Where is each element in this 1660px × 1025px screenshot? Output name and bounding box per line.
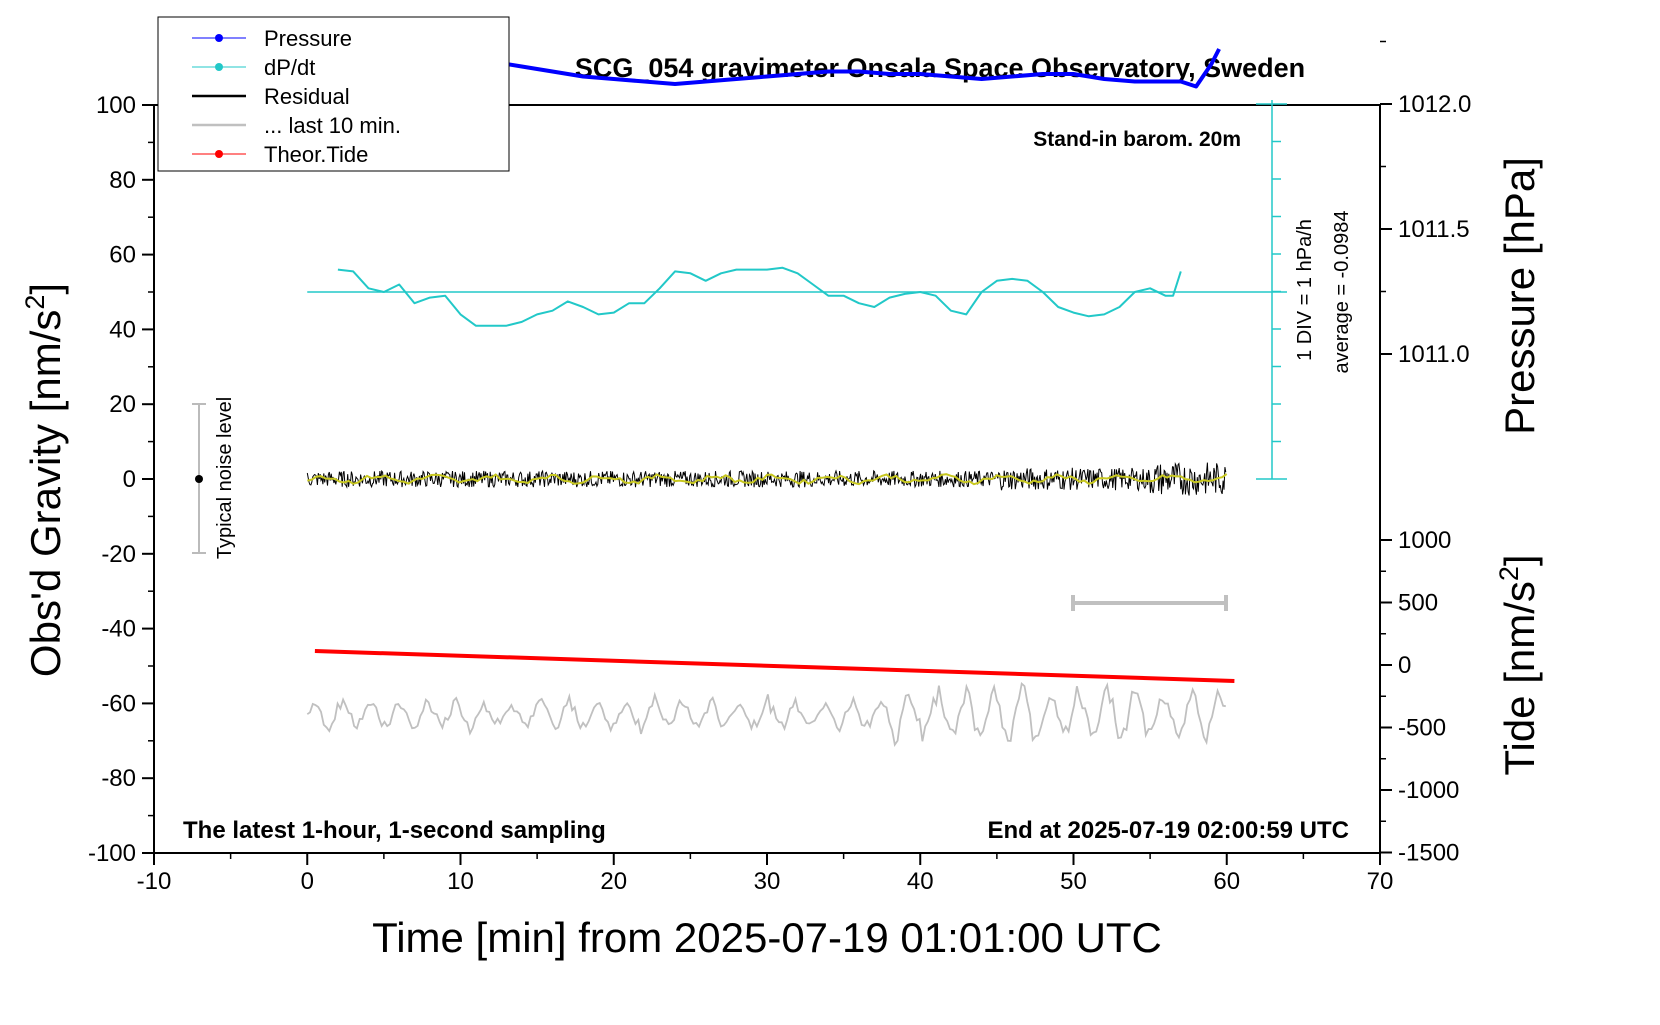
stand-in-label: Stand-in barom. 20m (1033, 128, 1241, 151)
legend-label: Residual (264, 84, 350, 109)
legend-label: Pressure (264, 26, 352, 51)
legend-marker (215, 150, 223, 158)
x-tick-label: 20 (600, 868, 627, 895)
x-tick-label: 40 (907, 868, 934, 895)
y-tick-label-gravity: 20 (109, 391, 136, 418)
y-tick-label-tide: 500 (1398, 590, 1438, 617)
y-tick-label-gravity: -80 (101, 765, 136, 792)
y-tick-label-tide: 0 (1398, 652, 1411, 679)
y-tick-label-pressure: 1012.0 (1398, 91, 1471, 118)
y-axis-title-tide: Tide [nm/s2] (1494, 554, 1543, 775)
legend: Pressure dP/dt Residual ... last 10 min. The… (192, 26, 401, 167)
legend-marker (215, 34, 223, 42)
y-tick-label-gravity: -20 (101, 541, 136, 568)
average-label: average = -0.0984 (1331, 211, 1353, 374)
noise-dot (195, 475, 203, 483)
legend-label: dP/dt (264, 55, 315, 80)
y-tick-label-gravity: -40 (101, 616, 136, 643)
y-tick-label-tide: -1500 (1398, 840, 1459, 867)
y-tick-label-pressure: 1011.0 (1398, 341, 1470, 368)
series-residual (306, 461, 1227, 496)
last-10-min-bar (1071, 595, 1228, 611)
y-tick-label-gravity: 80 (109, 167, 136, 194)
series-theor-tide (314, 649, 1235, 683)
latest-label: The latest 1-hour, 1-second sampling (183, 817, 606, 844)
end-time-label: End at 2025-07-19 02:00:59 UTC (988, 817, 1350, 844)
x-tick-label: 10 (447, 868, 474, 895)
y-tick-label-gravity: -100 (88, 840, 136, 867)
y-tick-label-pressure: 1011.5 (1398, 216, 1470, 243)
y-tick-label-gravity: 40 (109, 316, 136, 343)
series-residual-smoothed (307, 473, 1228, 486)
y-tick-label-gravity: 60 (109, 242, 136, 269)
y-tick-label-tide: -1000 (1398, 777, 1459, 804)
x-tick-label: 30 (754, 868, 781, 895)
y-tick-label-gravity: 100 (96, 92, 136, 119)
noise-label: Typical noise level (214, 397, 236, 559)
legend-box (157, 16, 510, 172)
y-axis-gravity: 100 80 60 40 20 0 -20 -40 -60 -80 -100 (88, 92, 154, 867)
series-dpdt (337, 266, 1182, 327)
legend-marker (215, 63, 223, 71)
x-axis-title: Time [min] from 2025-07-19 01:01:00 UTC (372, 914, 1162, 961)
chart-title: SCG_054 gravimeter Onsala Space Observat… (575, 53, 1305, 83)
y-tick-label-gravity: 0 (123, 466, 136, 493)
y-axis-title-pressure: Pressure [hPa] (1496, 157, 1543, 435)
dpdt-scale-ticks (1272, 140, 1281, 443)
legend-label: Theor.Tide (264, 142, 368, 167)
y-axis-tide: 1000 500 0 -500 -1000 -1500 (1380, 527, 1459, 867)
x-tick-label: 60 (1213, 868, 1240, 895)
y-tick-label-tide: -500 (1398, 715, 1446, 742)
dpdt-scale (1256, 100, 1287, 480)
series-last-10-min (306, 682, 1226, 747)
y-tick-label-gravity: -60 (101, 690, 136, 717)
x-tick-label: 70 (1367, 868, 1394, 895)
x-tick-label: 0 (301, 868, 314, 895)
x-tick-label: 50 (1060, 868, 1087, 895)
x-tick-label: -10 (137, 868, 172, 895)
legend-label: ... last 10 min. (264, 113, 401, 138)
y-axis-title-gravity: Obs'd Gravity [nm/s2] (20, 283, 69, 677)
y-tick-label-tide: 1000 (1398, 527, 1451, 554)
x-axis: -10 0 10 20 30 40 50 60 70 (137, 853, 1394, 895)
div-label: 1 DIV = 1 hPa/h (1294, 219, 1316, 361)
